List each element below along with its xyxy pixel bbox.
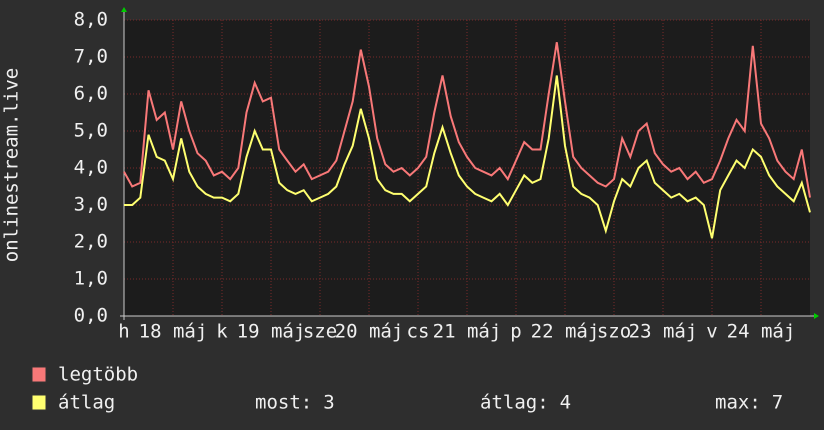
series-line: [124, 75, 811, 239]
x-tick-label: sze: [303, 321, 337, 343]
legend-swatch: [31, 366, 47, 383]
x-tick-label: 24 máj: [727, 321, 796, 343]
x-tick-label: 22 máj: [531, 321, 600, 343]
y-tick-label: 7,0: [74, 46, 108, 68]
series-line: [123, 42, 811, 198]
y-tick-label: 4,0: [74, 157, 108, 179]
x-tick-label: h: [118, 321, 129, 343]
stat-value: 3: [323, 392, 334, 414]
x-tick-label: k: [216, 321, 228, 343]
x-tick-label: 21 máj: [433, 321, 502, 343]
x-tick-label: cs: [407, 321, 430, 343]
stat-label: most:: [255, 392, 312, 414]
legend-label: legtöbb: [58, 364, 138, 386]
x-tick-label: 23 máj: [629, 321, 698, 343]
legend-label: átlag: [58, 392, 115, 414]
y-axis-label: onlinestream.live: [1, 68, 23, 262]
y-tick-label: 3,0: [74, 194, 108, 216]
axis-arrow: [121, 7, 127, 12]
stat-value: 7: [772, 392, 783, 414]
y-tick-label: 2,0: [74, 231, 108, 253]
stat-label: átlag:: [480, 392, 549, 414]
stat-label: max:: [715, 392, 761, 414]
y-tick-label: 0,0: [74, 305, 108, 327]
y-tick-label: 6,0: [74, 83, 108, 105]
axis-arrow: [814, 313, 819, 319]
y-tick-label: 1,0: [74, 268, 108, 290]
y-tick-label: 5,0: [74, 120, 108, 142]
x-tick-label: 20 máj: [335, 321, 404, 343]
x-tick-label: 18 máj: [139, 321, 208, 343]
stat-value: 4: [560, 392, 571, 414]
x-tick-label: p: [510, 321, 521, 343]
x-tick-label: szo: [597, 321, 631, 343]
legend-swatch: [31, 394, 47, 411]
x-tick-label: 19 máj: [237, 321, 306, 343]
x-tick-label: v: [706, 321, 717, 343]
y-tick-label: 8,0: [74, 9, 108, 31]
